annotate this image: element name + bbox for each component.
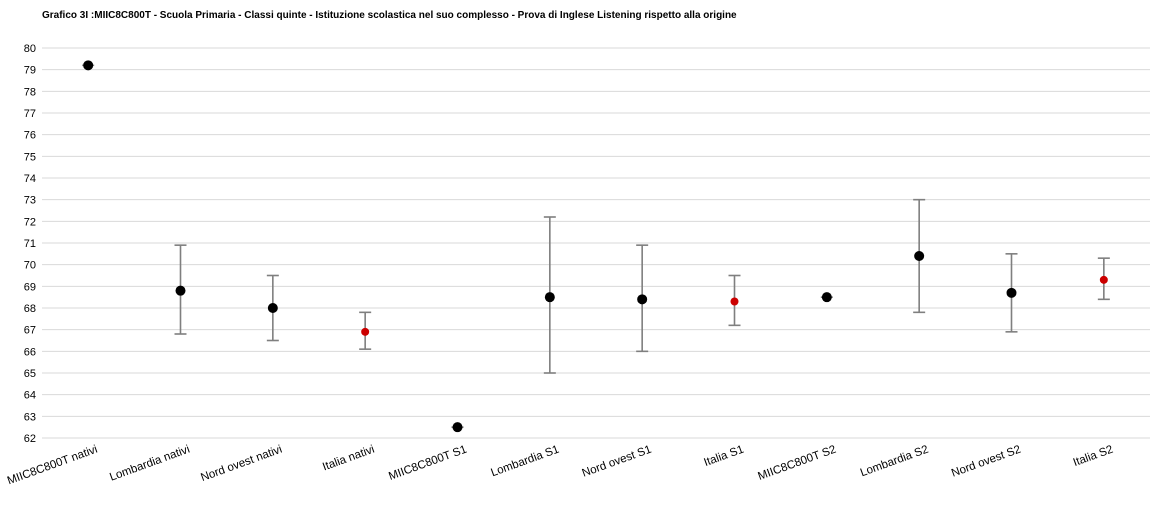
data-point xyxy=(452,422,463,433)
data-point xyxy=(914,251,925,261)
y-tick-label: 72 xyxy=(24,216,36,228)
data-point xyxy=(821,292,832,303)
data-point xyxy=(544,292,555,303)
y-tick-label: 73 xyxy=(24,195,36,207)
data-point xyxy=(83,60,94,71)
y-tick-label: 70 xyxy=(24,260,36,272)
data-point xyxy=(730,297,739,306)
x-category-label: MIIC8C800T nativi xyxy=(6,444,99,488)
y-tick-label: 66 xyxy=(24,346,36,358)
data-point xyxy=(175,285,186,296)
chart-title: Grafico 3I :MIIC8C800T - Scuola Primaria… xyxy=(42,10,737,21)
y-tick-label: 75 xyxy=(24,151,36,163)
x-category-label: Italia nativi xyxy=(321,444,376,474)
y-tick-label: 80 xyxy=(24,43,36,55)
y-tick-label: 69 xyxy=(24,281,36,293)
x-category-label: Lombardia nativi xyxy=(108,444,191,484)
x-category-label: Nord ovest nativi xyxy=(199,444,284,485)
x-category-label: Italia S2 xyxy=(1072,444,1115,469)
y-axis-ticks: 62 63 64 65 66 67 68 69 70 71 72 73 74 75 76 77 78 79 80 xyxy=(24,43,36,445)
data-point xyxy=(267,303,278,313)
y-tick-label: 63 xyxy=(24,411,36,423)
x-axis-labels: MIIC8C800T nativi Lombardia nativi Nord ov… xyxy=(6,444,1115,488)
y-tick-label: 74 xyxy=(24,173,36,185)
y-tick-label: 64 xyxy=(24,390,36,402)
x-category-label: MIIC8C800T S1 xyxy=(387,444,468,483)
y-tick-label: 76 xyxy=(24,130,36,142)
y-tick-label: 67 xyxy=(24,325,36,337)
y-tick-label: 65 xyxy=(24,368,36,380)
y-tick-label: 79 xyxy=(24,65,36,77)
x-category-label: Italia S1 xyxy=(702,444,745,469)
data-point xyxy=(637,294,648,305)
x-category-label: Lombardia S2 xyxy=(859,444,930,480)
x-category-label: Lombardia S1 xyxy=(489,444,560,480)
y-tick-label: 78 xyxy=(24,86,36,98)
data-point xyxy=(1006,287,1017,298)
x-category-label: Nord ovest S1 xyxy=(581,444,654,480)
y-tick-label: 62 xyxy=(24,433,36,445)
y-tick-label: 71 xyxy=(24,238,36,250)
x-category-label: MIIC8C800T S2 xyxy=(756,444,837,483)
data-points xyxy=(83,60,1108,433)
data-point xyxy=(1099,275,1108,284)
x-category-label: Nord ovest S2 xyxy=(950,444,1023,480)
y-tick-label: 77 xyxy=(24,108,36,120)
grid-layer xyxy=(42,47,1150,439)
y-tick-label: 68 xyxy=(24,303,36,315)
data-point xyxy=(361,327,370,336)
